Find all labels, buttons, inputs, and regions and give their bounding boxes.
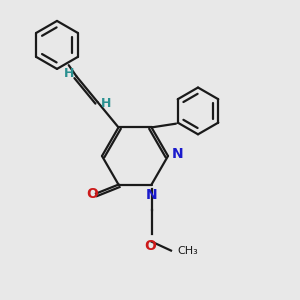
Text: H: H [101, 97, 112, 110]
Text: O: O [86, 187, 98, 201]
Text: N: N [146, 188, 157, 202]
Text: N: N [172, 148, 183, 161]
Text: H: H [64, 67, 74, 80]
Text: O: O [144, 239, 156, 254]
Text: CH₃: CH₃ [177, 246, 198, 256]
